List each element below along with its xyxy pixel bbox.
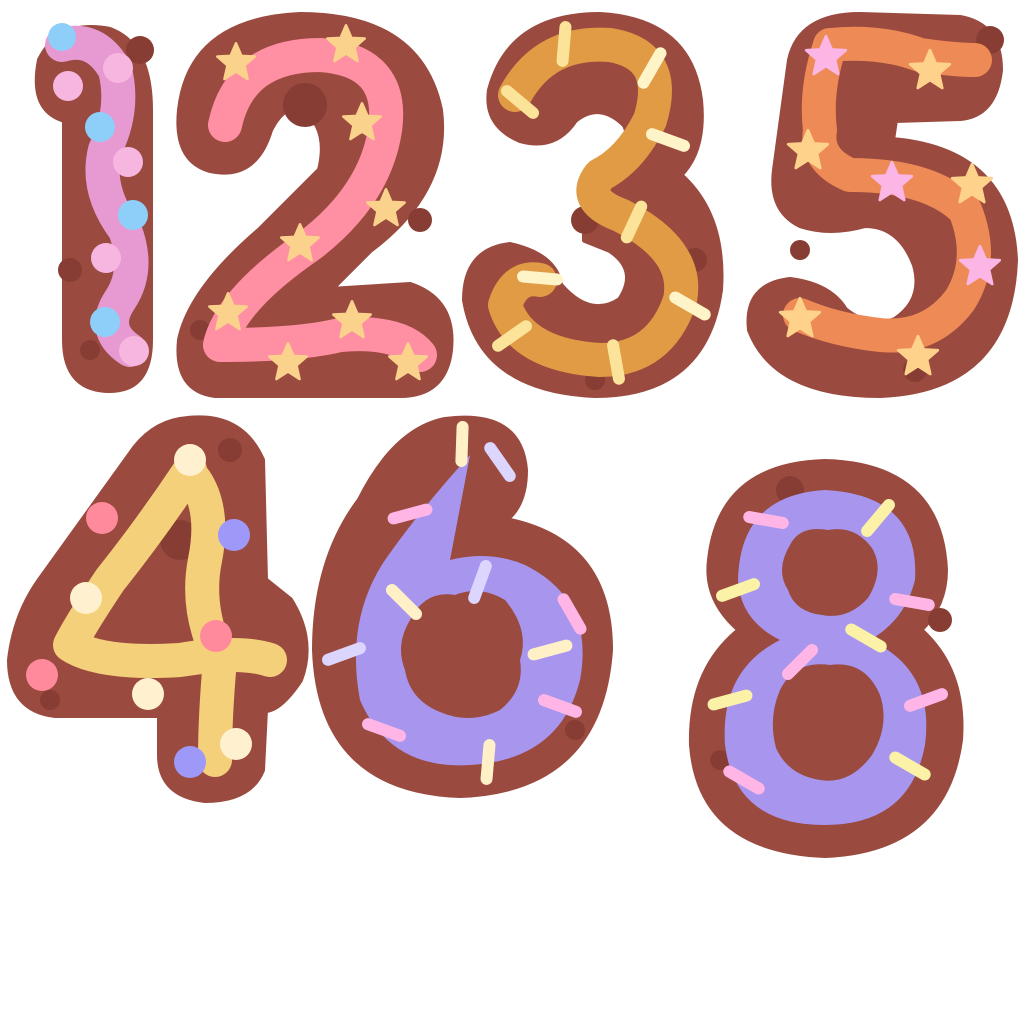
numeral-6 [312,415,613,798]
topping-star [804,34,848,76]
topping-stars [778,34,1002,376]
topping-dot [103,53,133,83]
topping-dots [26,444,252,778]
topping-sprinkle [492,320,532,352]
cookie-spots [710,476,952,770]
topping-sprinkle [861,498,895,538]
icing-top-bar [813,26,992,77]
topping-sprinkle [455,421,469,467]
topping-dot [85,112,115,142]
numeral-5 [746,12,1018,398]
topping-dots [48,23,149,366]
topping-sprinkle [500,85,540,119]
topping-sprinkle [716,578,760,602]
topping-star [332,300,372,339]
topping-sprinkle [484,442,516,482]
topping-star [216,42,256,81]
topping-dot [220,728,252,760]
topping-star [908,48,952,90]
cookie-spots [58,36,154,360]
topping-sprinkle [669,291,711,321]
topping-sprinkle [557,593,587,635]
topping-dot [132,678,164,710]
topping-stars [208,24,428,381]
topping-sprinkles [707,498,948,795]
topping-sprinkle [362,718,406,742]
topping-sprinkle [743,511,789,529]
topping-sprinkle [904,688,948,712]
topping-dot [119,336,149,366]
icing [783,28,991,353]
topping-dot [218,519,250,551]
topping-star [950,162,994,204]
topping-star [870,160,914,202]
icing-stem [178,463,237,777]
topping-sprinkle [322,642,366,666]
topping-dot [90,307,120,337]
topping-star [326,24,366,63]
cookie-spots [190,83,432,340]
topping-dot [200,620,232,652]
topping-star [366,188,406,227]
topping-star [786,128,830,170]
topping-sprinkle [387,503,433,525]
topping-dot [70,582,102,614]
topping-sprinkle [637,47,667,89]
topping-dot [53,71,83,101]
topping-dot [86,502,118,534]
topping-star [388,342,428,381]
numeral-2 [176,12,454,398]
topping-sprinkle [620,200,648,244]
topping-sprinkle [468,560,492,604]
topping-dot [113,147,143,177]
topping-sprinkle [707,689,753,711]
topping-sprinkle [607,339,625,385]
topping-sprinkle [385,583,423,621]
lower-hole [772,664,884,781]
icing [488,27,699,377]
donut-hole [401,591,523,719]
topping-dot [48,23,76,51]
topping-sprinkle [646,128,690,152]
topping-sprinkle [517,270,563,286]
cookie-base [7,415,309,803]
topping-star [342,102,382,141]
topping-star [778,296,822,338]
topping-dot [91,243,121,273]
topping-star [268,342,308,381]
topping-star [280,223,320,262]
topping-sprinkle [889,593,935,611]
topping-sprinkle [723,765,765,795]
topping-sprinkle [889,751,931,781]
topping-sprinkle [480,739,496,785]
topping-sprinkle [538,694,582,718]
topping-star [896,334,940,376]
topping-sprinkle [845,623,887,653]
topping-sprinkles [492,21,711,385]
topping-sprinkle [556,21,572,67]
topping-dot [26,659,58,691]
topping-dot [174,746,206,778]
numeral-4 [7,415,309,803]
topping-star [958,244,1002,286]
topping-star [208,292,248,331]
numeral-8 [688,459,964,858]
topping-sprinkles [322,421,587,785]
topping-sprinkle [781,643,819,681]
topping-dot [174,444,206,476]
numeral-3 [462,12,724,398]
upper-hole [781,529,878,616]
numeral-1 [34,23,154,393]
topping-dot [118,200,148,230]
topping-sprinkle [527,639,573,661]
